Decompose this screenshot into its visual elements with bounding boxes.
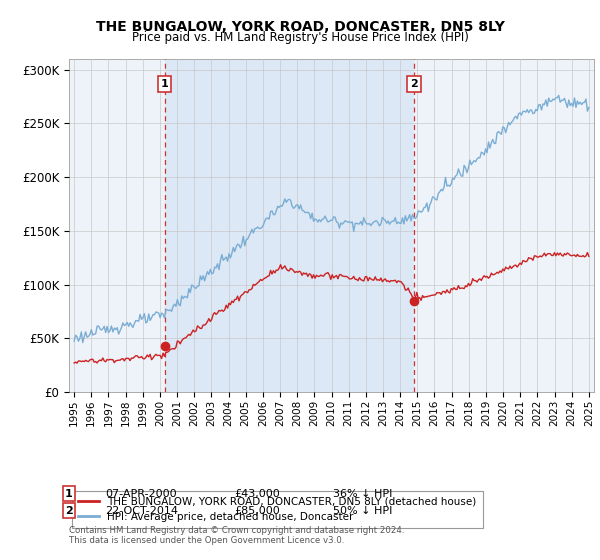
Text: 50% ↓ HPI: 50% ↓ HPI [333,506,392,516]
Text: £43,000: £43,000 [234,489,280,499]
Text: 1: 1 [161,79,169,89]
Bar [164,59,414,392]
Text: Price paid vs. HM Land Registry's House Price Index (HPI): Price paid vs. HM Land Registry's House … [131,31,469,44]
Text: 36% ↓ HPI: 36% ↓ HPI [333,489,392,499]
Text: 07-APR-2000: 07-APR-2000 [105,489,176,499]
Text: £85,000: £85,000 [234,506,280,516]
Text: 1: 1 [65,489,73,499]
Text: 2: 2 [410,79,418,89]
Text: This data is licensed under the Open Government Licence v3.0.: This data is licensed under the Open Gov… [69,536,344,545]
Text: 22-OCT-2014: 22-OCT-2014 [105,506,178,516]
Legend: THE BUNGALOW, YORK ROAD, DONCASTER, DN5 8LY (detached house), HPI: Average price: THE BUNGALOW, YORK ROAD, DONCASTER, DN5 … [71,491,482,528]
Text: THE BUNGALOW, YORK ROAD, DONCASTER, DN5 8LY: THE BUNGALOW, YORK ROAD, DONCASTER, DN5 … [95,20,505,34]
Text: 2: 2 [65,506,73,516]
Text: Contains HM Land Registry data © Crown copyright and database right 2024.: Contains HM Land Registry data © Crown c… [69,526,404,535]
